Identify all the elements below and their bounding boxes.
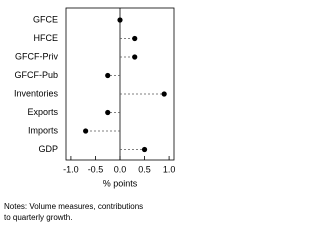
x-tick-label: 0.0 [114, 164, 127, 174]
chart: % points Notes: Volume measures, contrib… [4, 7, 176, 222]
y-tick-label: Imports [28, 125, 59, 135]
note: to quarterly growth. [4, 213, 72, 222]
y-tick-label: GDP [38, 144, 58, 154]
y-tick-label: GFCE [33, 14, 58, 24]
dot [132, 35, 138, 42]
dot [141, 146, 148, 153]
x-tick-label: 1.0 [163, 164, 176, 174]
dot [161, 91, 167, 97]
dot [105, 72, 111, 79]
x-tick-label: -1.0 [63, 164, 79, 174]
dot [105, 109, 111, 116]
dot [83, 128, 89, 134]
note: Notes: Volume measures, contributions [4, 202, 143, 211]
y-tick-label: Exports [27, 107, 58, 117]
y-tick-label: GFCF-Pub [14, 70, 58, 80]
x-tick-label: -0.5 [88, 164, 104, 174]
dot [132, 54, 138, 60]
y-tick-label: HFCE [34, 33, 59, 43]
x-tick-label: 0.5 [138, 164, 151, 174]
dot [117, 17, 123, 23]
y-tick-label: Inventories [14, 88, 59, 98]
x-axis-label: % points [103, 178, 138, 188]
y-tick-label: GFCF-Priv [15, 51, 58, 61]
